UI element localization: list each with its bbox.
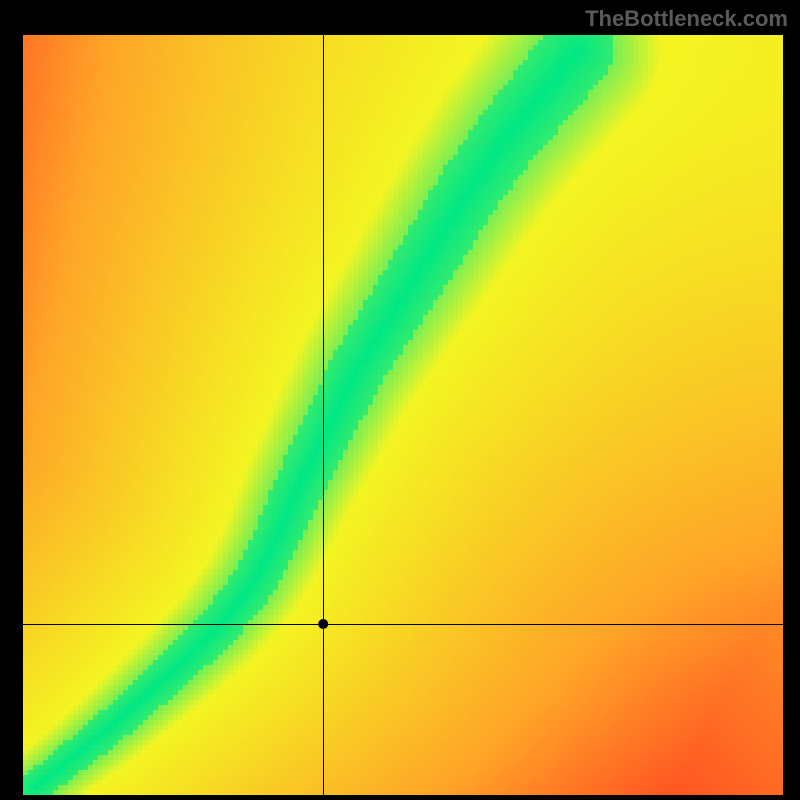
attribution-text: TheBottleneck.com: [585, 6, 788, 32]
chart-container: TheBottleneck.com: [0, 0, 800, 800]
heatmap-canvas: [0, 0, 800, 800]
